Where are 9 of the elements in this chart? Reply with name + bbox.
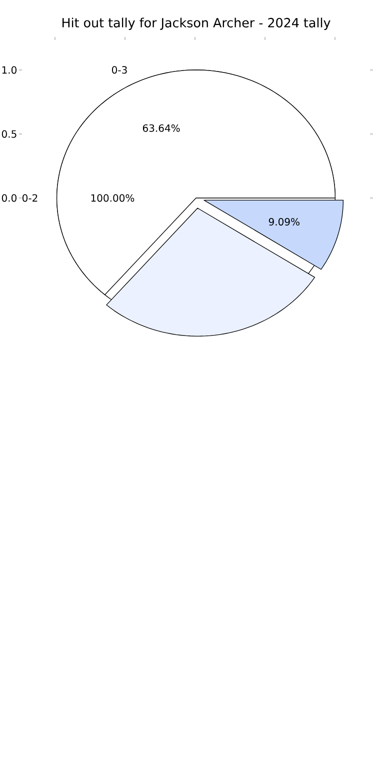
slice-label: 0-2: [22, 194, 38, 202]
data-label: 100.00%: [91, 194, 134, 202]
data-label: 9.09%: [268, 218, 300, 226]
text: 0.0: [2, 194, 16, 202]
data-label: 63.64%: [142, 124, 180, 132]
text: 0.5: [2, 130, 16, 138]
text: 1.0: [2, 66, 16, 74]
chart-title: Hit out tally for Jackson Archer - 2024 tally: [62, 18, 330, 30]
slice-label: 0-3: [112, 66, 127, 74]
